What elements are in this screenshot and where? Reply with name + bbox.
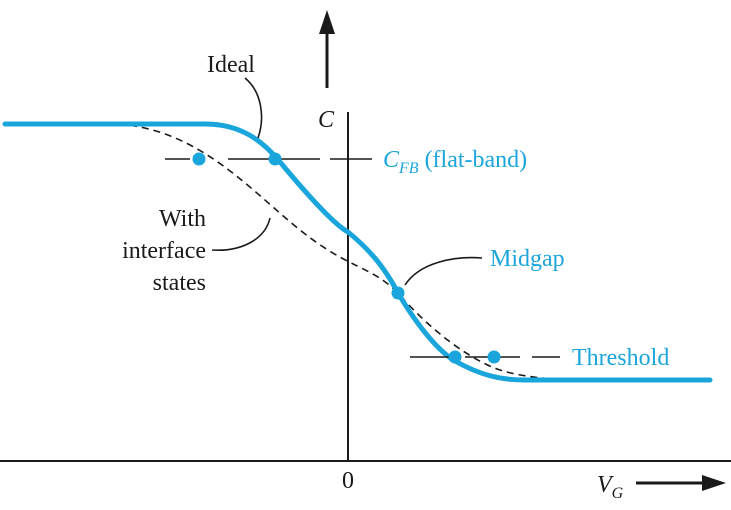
ideal-label: Ideal: [207, 52, 255, 78]
cfb-main: C: [383, 147, 400, 173]
interface-label-3: states: [153, 270, 206, 296]
ideal-leader: [244, 77, 263, 139]
c-axis-label: C: [318, 107, 335, 133]
cfb-dot-ideal: [268, 152, 282, 166]
interface-label-1: With: [159, 206, 206, 232]
midgap-dot: [391, 286, 405, 300]
c-arrow-head: [319, 10, 335, 34]
interface-states-curve: [117, 123, 581, 381]
vg-axis-label: VG: [597, 472, 624, 502]
interface-leader: [211, 217, 271, 251]
interface-label-2: interface: [122, 238, 206, 264]
vg-main: V: [597, 472, 614, 498]
cfb-sub: FB: [398, 160, 419, 177]
cfb-suffix: (flat-band): [419, 147, 528, 173]
cfb-label: CFB (flat-band): [383, 147, 527, 177]
midgap-label: Midgap: [490, 246, 565, 272]
cfb-dot-interface: [192, 152, 206, 166]
vg-arrow-head: [702, 475, 726, 491]
ideal-curve: [2, 121, 713, 383]
threshold-dot-ideal: [448, 350, 462, 364]
vg-sub: G: [612, 485, 624, 502]
midgap-leader: [404, 256, 483, 286]
threshold-label: Threshold: [572, 345, 669, 371]
threshold-dot-interface: [487, 350, 501, 364]
origin-label: 0: [342, 468, 354, 494]
